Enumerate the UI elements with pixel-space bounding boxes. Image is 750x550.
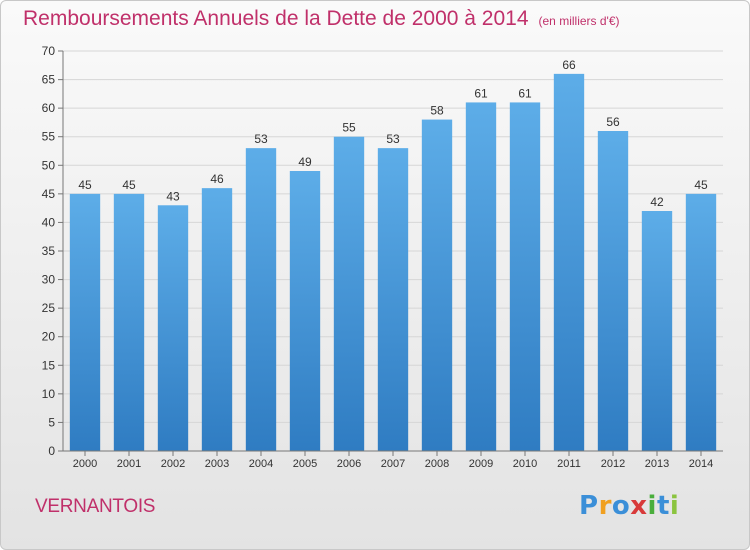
y-tick-label: 15 [42, 358, 56, 372]
bar[interactable] [69, 193, 101, 451]
logo-letter: P [579, 491, 599, 521]
x-tick-label: 2014 [689, 458, 713, 470]
y-tick-label: 30 [42, 273, 56, 287]
bar-value-label: 61 [474, 86, 488, 100]
bar-value-label: 49 [298, 155, 312, 169]
bar[interactable] [509, 102, 541, 451]
x-tick-label: 2009 [469, 458, 493, 470]
x-tick-label: 2010 [513, 458, 537, 470]
chart-title: Remboursements Annuels de la Dette de 20… [23, 7, 620, 31]
bar-value-label: 43 [166, 189, 180, 203]
bar[interactable] [685, 193, 717, 451]
bar-value-label: 58 [430, 104, 444, 118]
bar[interactable] [201, 188, 233, 451]
x-tick-label: 2003 [205, 458, 229, 470]
x-tick-label: 2008 [425, 458, 449, 470]
y-tick-label: 35 [42, 244, 56, 258]
y-tick-label: 70 [42, 44, 56, 58]
chart-unit: (en milliers d'€) [538, 14, 620, 28]
y-tick-label: 55 [42, 130, 56, 144]
bar[interactable] [597, 131, 629, 451]
bar-value-label: 42 [650, 195, 664, 209]
bar[interactable] [465, 102, 497, 451]
logo-letter: t [656, 491, 670, 521]
bar-value-label: 61 [518, 86, 532, 100]
y-tick-label: 40 [42, 215, 56, 229]
logo-letter: x [630, 491, 648, 521]
proxiti-logo[interactable]: Proxiti [579, 491, 679, 521]
chart-title-text: Remboursements Annuels de la Dette de 20… [23, 7, 529, 30]
bar-value-label: 45 [78, 178, 92, 192]
y-tick-label: 10 [42, 387, 56, 401]
x-tick-label: 2005 [293, 458, 317, 470]
bar[interactable] [113, 193, 145, 451]
y-tick-label: 65 [42, 73, 56, 87]
bar[interactable] [289, 171, 321, 451]
x-tick-label: 2006 [337, 458, 361, 470]
bar[interactable] [641, 211, 673, 451]
bar-value-label: 53 [386, 132, 400, 146]
y-tick-label: 25 [42, 301, 56, 315]
x-tick-label: 2013 [645, 458, 669, 470]
y-tick-label: 50 [42, 158, 56, 172]
y-tick-label: 45 [42, 187, 56, 201]
commune-name: VERNANTOIS [35, 496, 156, 517]
bar-value-label: 66 [562, 58, 576, 72]
bar-value-label: 46 [210, 172, 224, 186]
bar-value-label: 45 [122, 178, 136, 192]
x-tick-label: 2001 [117, 458, 141, 470]
y-tick-label: 20 [42, 330, 56, 344]
bar-value-label: 45 [694, 178, 708, 192]
x-tick-label: 2011 [557, 458, 581, 470]
y-tick-label: 5 [48, 415, 55, 429]
bar[interactable] [553, 73, 585, 451]
bar[interactable] [245, 148, 277, 451]
x-tick-label: 2000 [73, 458, 97, 470]
logo-letter: i [647, 491, 657, 521]
bar-value-label: 56 [606, 115, 620, 129]
bar[interactable] [157, 205, 189, 451]
bar[interactable] [333, 136, 365, 451]
y-tick-label: 0 [48, 444, 55, 458]
logo-letter: r [598, 491, 612, 521]
bar-value-label: 53 [254, 132, 268, 146]
bar-value-label: 55 [342, 121, 356, 135]
x-tick-label: 2007 [381, 458, 405, 470]
x-tick-label: 2004 [249, 458, 273, 470]
logo-letter: i [669, 491, 680, 521]
logo-letter: o [611, 491, 631, 521]
x-tick-label: 2002 [161, 458, 185, 470]
x-tick-label: 2012 [601, 458, 625, 470]
y-tick-label: 60 [42, 101, 56, 115]
bar[interactable] [377, 148, 409, 451]
bar[interactable] [421, 119, 453, 452]
